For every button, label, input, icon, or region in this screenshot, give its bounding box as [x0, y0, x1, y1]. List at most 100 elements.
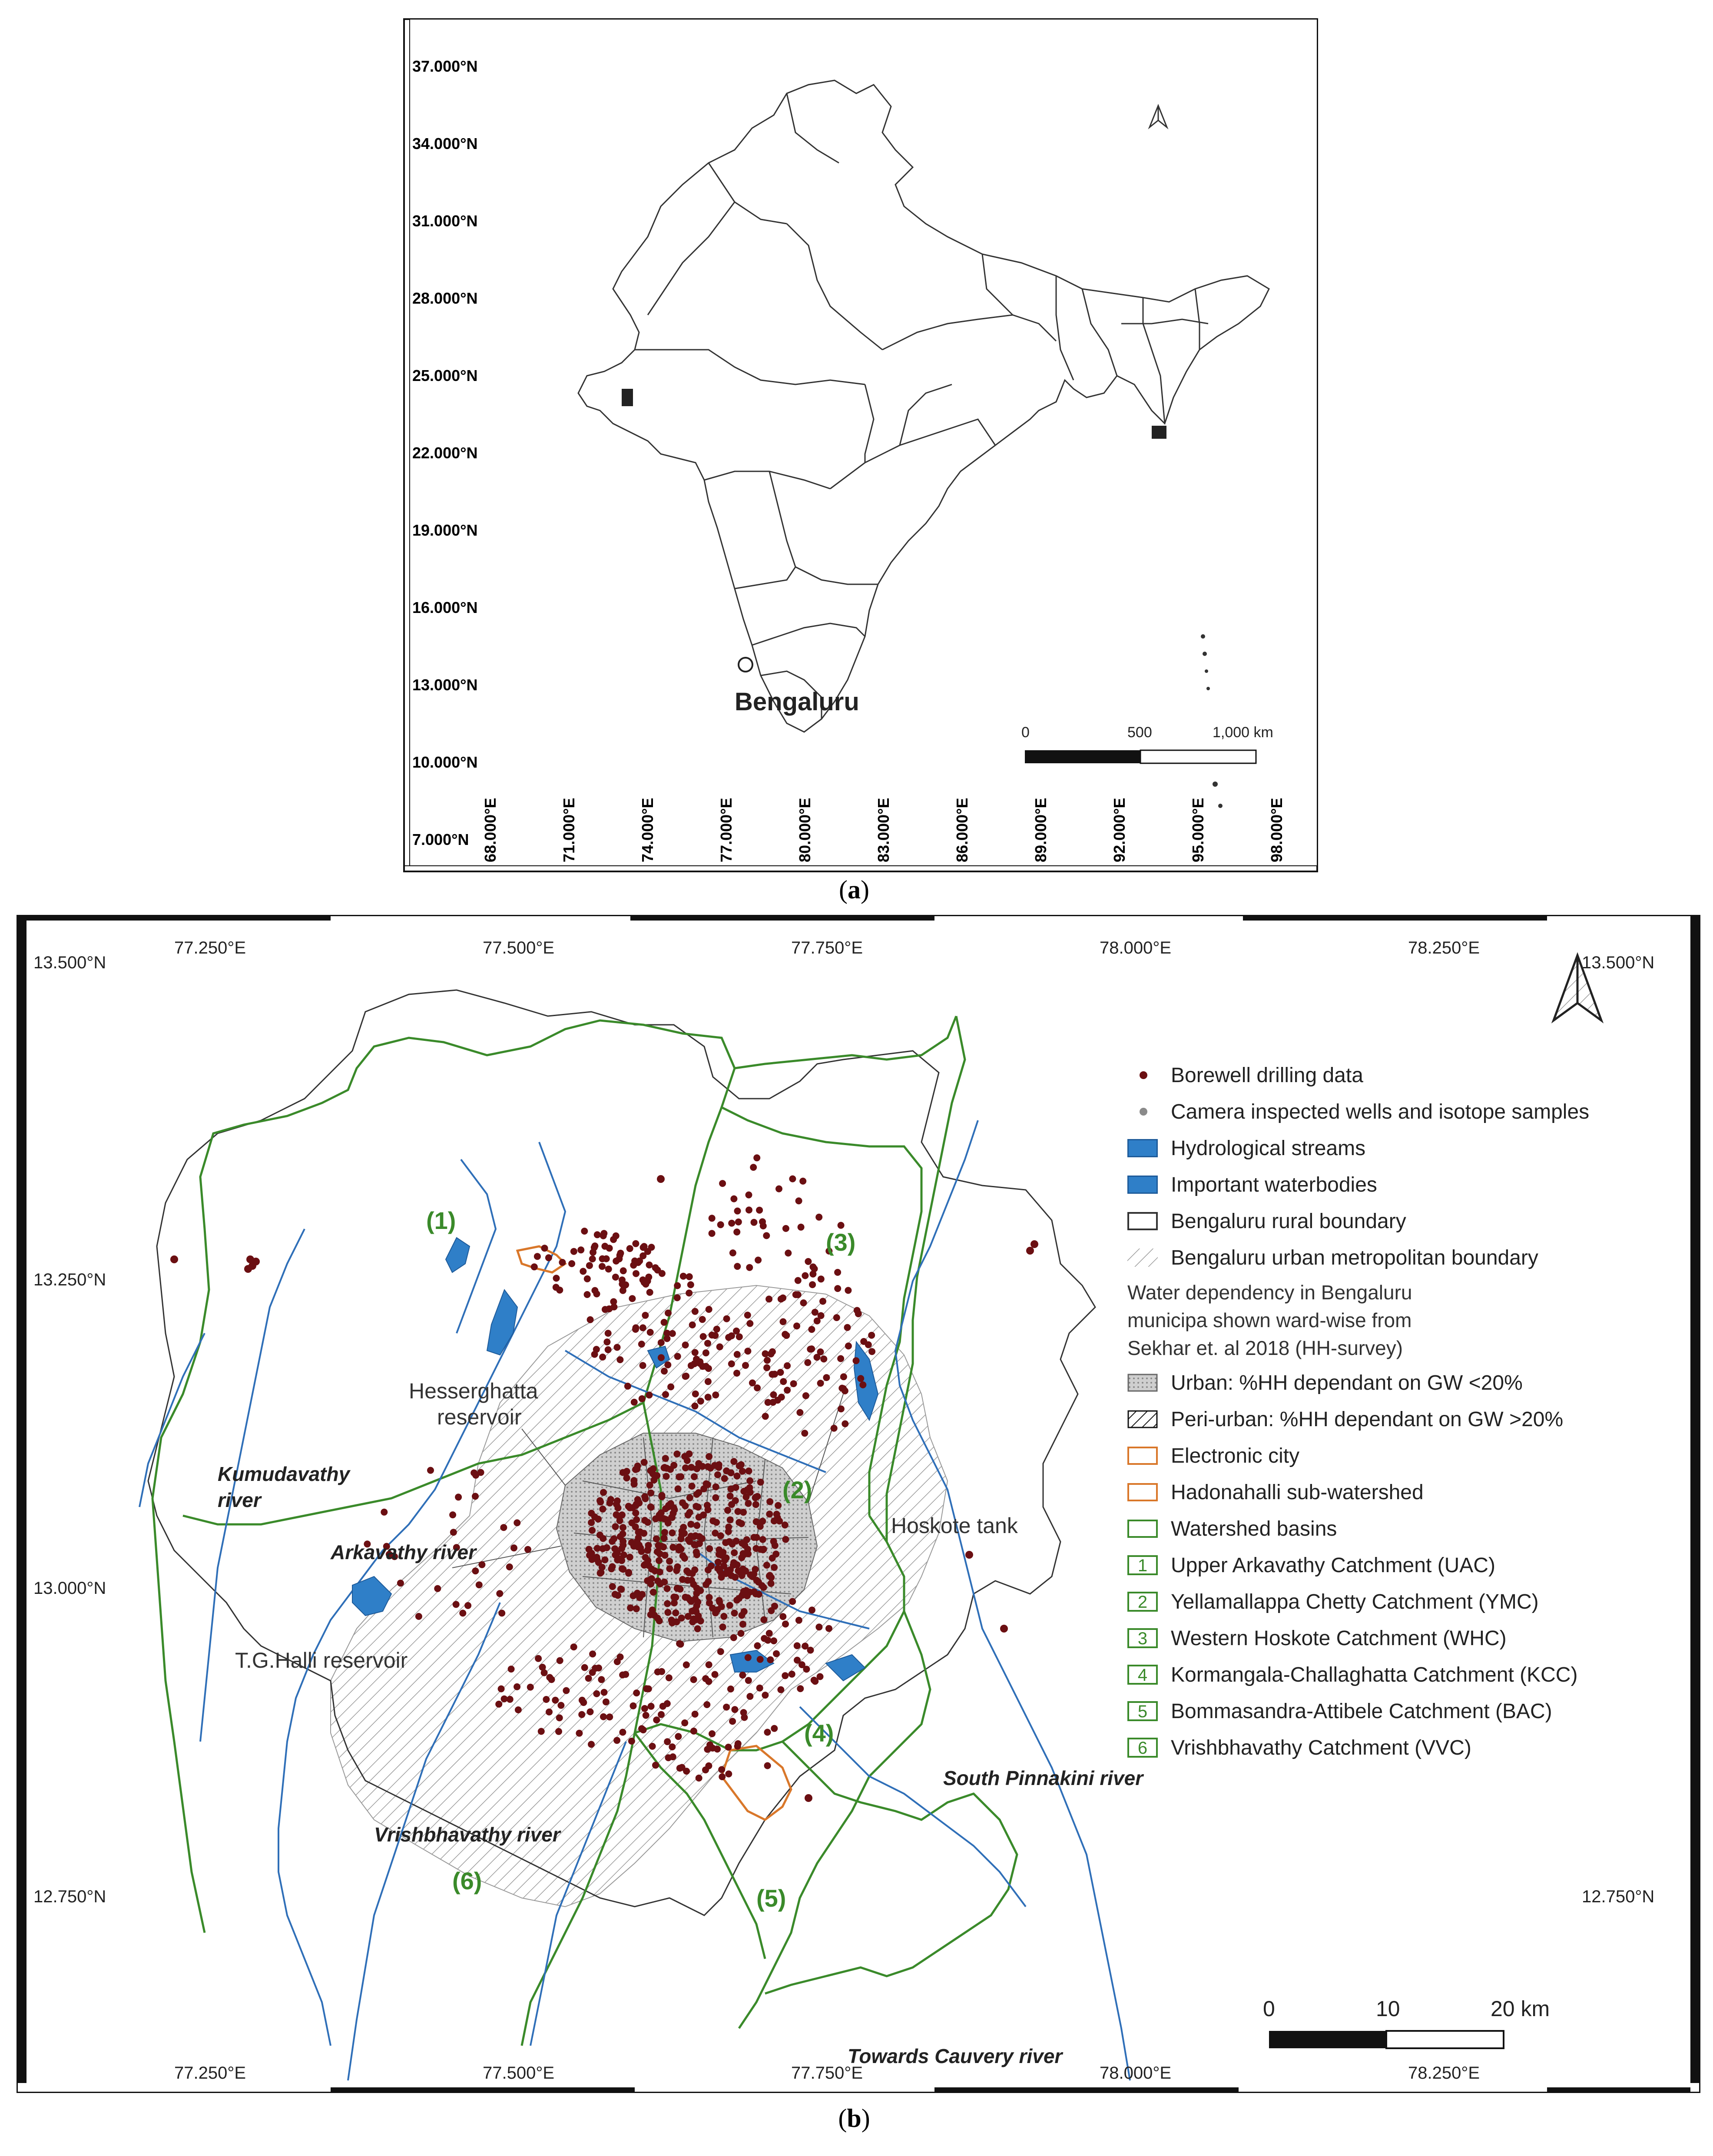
waterbodies-swatch-icon [1127, 1176, 1158, 1194]
borewell-point [664, 1361, 672, 1368]
watershed-number-3: (3) [826, 1229, 855, 1256]
legend-electronic-city: Electronic city [1127, 1437, 1692, 1474]
borewell-point [703, 1701, 711, 1708]
map-frame-b [18, 916, 1699, 2092]
borewell-point [672, 1594, 679, 1601]
lon-bottom-1: 77.250°E [174, 2063, 246, 2083]
borewell-point [742, 1362, 749, 1369]
borewell-point [802, 1272, 809, 1279]
india-map-panel: Bengaluru 0 500 1,000 km 37.000°N 34.000°… [403, 18, 1318, 872]
borewell-point [546, 1708, 553, 1716]
borewell-point [712, 1494, 719, 1501]
borewell-point [633, 1516, 640, 1523]
borewell-point [746, 1320, 754, 1327]
borewell-point [639, 1362, 646, 1369]
borewell-point [641, 1705, 648, 1712]
borewell-point [639, 1726, 647, 1734]
borewell-point [777, 1369, 784, 1376]
borewell-point [645, 1273, 653, 1281]
borewell-point [496, 1590, 504, 1597]
borewell-point [618, 1586, 625, 1593]
borewell-point [727, 1485, 735, 1493]
legend-catchment-3: 3 Western Hoskote Catchment (WHC) [1127, 1620, 1692, 1656]
borewell-point [733, 1229, 741, 1235]
borewell-point [632, 1240, 639, 1247]
borewell-point [578, 1711, 586, 1718]
borewell-point [620, 1551, 627, 1559]
catchment-4-number: 4 [1127, 1665, 1158, 1685]
borewell-point [660, 1543, 667, 1551]
borewell-point [759, 1536, 766, 1543]
borewell-point [771, 1542, 779, 1549]
borewell-point [784, 1387, 791, 1394]
borewell-point [604, 1346, 612, 1353]
borewell-point [705, 1306, 712, 1313]
borewell-point [679, 1272, 687, 1280]
caption-a-letter: a [848, 875, 861, 904]
borewell-point [660, 1534, 668, 1542]
hadonahalli-swatch-icon [1127, 1483, 1158, 1501]
lat-left-2: 13.250°N [33, 1270, 106, 1289]
borewell-point [653, 1535, 660, 1543]
borewell-point [252, 1258, 260, 1265]
borewell-point [764, 1729, 771, 1736]
borewell-point [619, 1729, 626, 1736]
borewell-point [638, 1395, 646, 1402]
borewell-point [586, 1262, 593, 1269]
caption-b-letter: b [847, 2104, 861, 2133]
borewell-point [729, 1718, 736, 1725]
borewell-point [794, 1277, 802, 1284]
borewell-point [695, 1514, 702, 1521]
borewell-point [612, 1273, 619, 1281]
borewell-point [557, 1702, 565, 1709]
borewell-point [845, 1342, 852, 1350]
borewell-point [766, 1572, 773, 1579]
borewell-point [726, 1492, 734, 1500]
legend-hadonahalli-label: Hadonahalli sub-watershed [1171, 1480, 1424, 1504]
borewell-point [588, 1741, 595, 1748]
borewell-point [750, 1534, 758, 1541]
borewell-point [434, 1585, 441, 1592]
borewell-point [658, 1270, 666, 1277]
borewell-point [760, 1546, 767, 1553]
urban-metro-swatch-icon [1127, 1249, 1158, 1267]
borewell-point [692, 1548, 700, 1556]
borewell-point [693, 1522, 701, 1529]
label-kumudavathy-2: river [218, 1489, 262, 1511]
borewell-point [713, 1519, 720, 1526]
borewell-point [666, 1557, 673, 1565]
borewell-point [628, 1738, 635, 1745]
borewell-point [684, 1613, 692, 1620]
borewell-point [678, 1614, 685, 1622]
legend-note: Water dependency in Bengaluru municipa s… [1127, 1278, 1692, 1362]
borewell-point [811, 1265, 818, 1272]
borewell-point [852, 1357, 860, 1364]
borewell-point [736, 1519, 743, 1526]
borewell-point [633, 1590, 641, 1597]
borewell-point [709, 1745, 716, 1752]
borewell-point [599, 1353, 606, 1361]
borewell-point [771, 1725, 778, 1732]
borewell-point [589, 1527, 596, 1534]
bengaluru-marker [738, 657, 753, 672]
north-arrow-icon [1148, 103, 1169, 129]
lat-label-a-2: 31.000°N [412, 212, 478, 230]
borewell-point [802, 1643, 809, 1650]
borewell-point [704, 1378, 712, 1385]
borewell-point [1026, 1247, 1034, 1255]
borewell-point [652, 1264, 659, 1272]
borewell-point [599, 1505, 606, 1513]
borewell-point [745, 1191, 752, 1199]
borewell-point [514, 1519, 521, 1527]
borewell-point [838, 1384, 846, 1392]
borewell-point [683, 1661, 690, 1669]
borewell-point [789, 1598, 796, 1605]
borewell-point [662, 1391, 669, 1398]
borewell-point [464, 1602, 472, 1609]
borewell-point [762, 1692, 769, 1699]
electronic-city-swatch-icon [1127, 1447, 1158, 1465]
catchment-5-number: 5 [1127, 1701, 1158, 1721]
borewell-point [734, 1740, 742, 1747]
borewell-point [745, 1677, 752, 1684]
borewell-point [746, 1206, 752, 1214]
